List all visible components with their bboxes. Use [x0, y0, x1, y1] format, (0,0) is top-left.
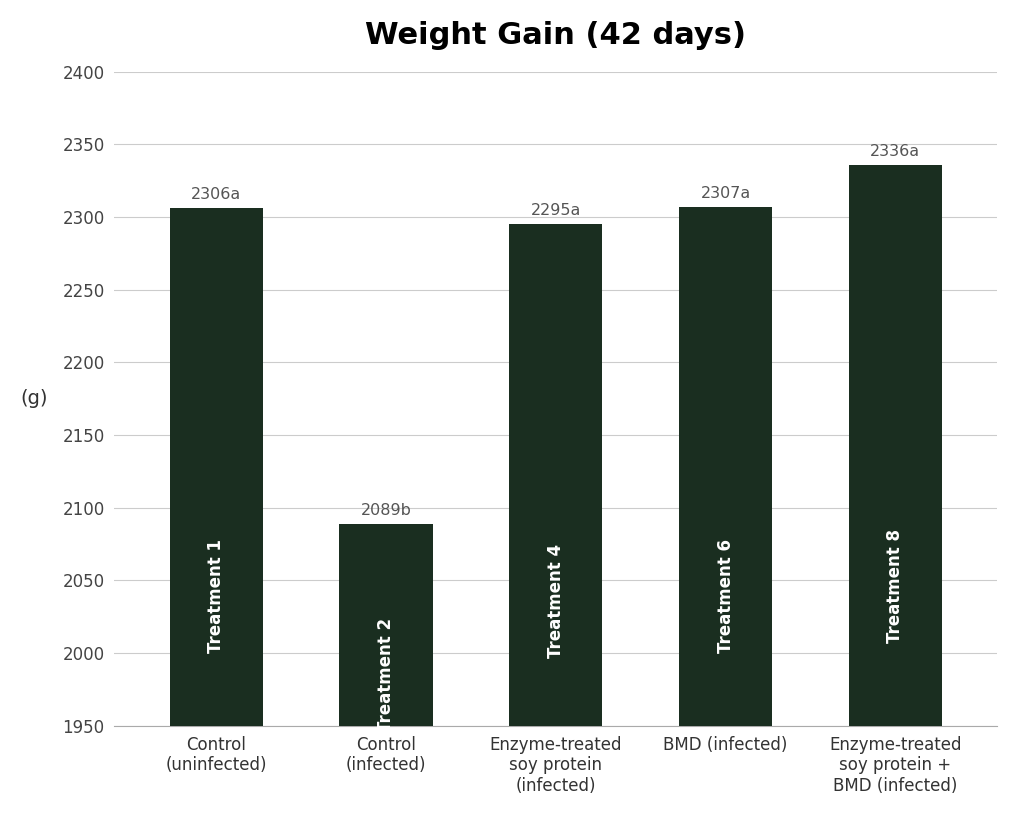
Bar [849, 165, 942, 816]
Bar [339, 524, 433, 816]
Text: 2089b: 2089b [360, 503, 411, 518]
Text: Treatment 2: Treatment 2 [377, 619, 395, 733]
Title: Weight Gain (42 days): Weight Gain (42 days) [365, 21, 746, 50]
Y-axis label: (g): (g) [20, 389, 48, 408]
Text: Treatment 1: Treatment 1 [208, 539, 225, 654]
Text: Treatment 8: Treatment 8 [887, 529, 904, 642]
Text: 2306a: 2306a [191, 188, 241, 202]
Bar [679, 206, 773, 816]
Bar [170, 208, 263, 816]
Text: 2295a: 2295a [530, 203, 581, 219]
Text: 2307a: 2307a [700, 186, 750, 201]
Text: 2336a: 2336a [870, 144, 920, 159]
Bar [509, 224, 603, 816]
Text: Treatment 6: Treatment 6 [717, 539, 735, 653]
Text: Treatment 4: Treatment 4 [547, 543, 565, 658]
